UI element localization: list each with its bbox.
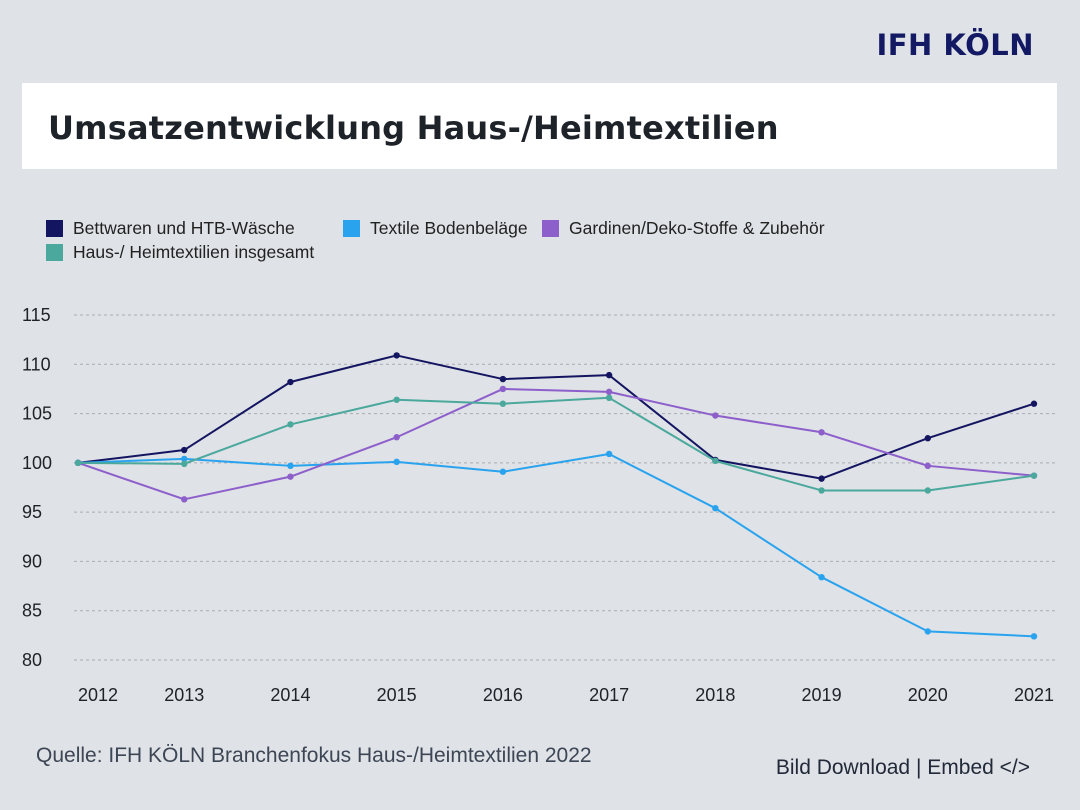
data-point (393, 434, 400, 441)
data-point (393, 396, 400, 403)
source-note: Quelle: IFH KÖLN Branchenfokus Haus-/Hei… (36, 744, 592, 767)
legend-item: Haus-/ Heimtextilien insgesamt (46, 242, 314, 263)
data-point (924, 435, 931, 442)
data-point (712, 505, 719, 512)
x-tick-label: 2019 (802, 685, 842, 705)
data-point (605, 394, 613, 401)
y-tick-label: 95 (22, 502, 42, 522)
data-point (181, 455, 188, 463)
x-tick-label: 2018 (695, 685, 735, 705)
data-point (393, 352, 400, 359)
data-point (1030, 472, 1038, 479)
data-point (499, 375, 507, 383)
legend-swatch (542, 220, 559, 237)
legend-label: Gardinen/Deko-Stoffe & Zubehör (569, 218, 825, 238)
data-point (181, 496, 188, 503)
y-tick-label: 85 (22, 601, 42, 621)
y-tick-label: 110 (22, 354, 51, 374)
data-point (712, 412, 719, 419)
x-tick-label: 2016 (483, 685, 523, 705)
data-point (818, 475, 825, 482)
series-line (77, 354, 1035, 480)
data-point (393, 458, 400, 466)
y-tick-label: 100 (22, 453, 52, 473)
page-title: Umsatzentwicklung Haus-/Heimtextilien (48, 109, 779, 147)
data-point (74, 459, 82, 467)
data-point (924, 487, 931, 494)
data-point (1030, 400, 1038, 407)
series-line (77, 396, 1035, 492)
footer-actions: Bild Download | Embed </> (776, 756, 1030, 780)
x-tick-label: 2015 (377, 685, 417, 705)
x-tick-label: 2013 (164, 685, 204, 705)
data-point (499, 385, 507, 393)
y-tick-label: 105 (22, 404, 52, 424)
data-point (818, 487, 825, 494)
x-tick-label: 2014 (270, 685, 310, 705)
data-point (605, 371, 613, 379)
data-point (287, 421, 294, 428)
data-point (605, 450, 613, 458)
legend-item: Textile Bodenbeläge (343, 218, 528, 239)
data-point (818, 429, 825, 436)
brand-logo: IFH KÖLN (876, 28, 1034, 62)
y-tick-label: 90 (22, 551, 42, 571)
data-point (712, 457, 719, 465)
separator: | (915, 756, 922, 779)
data-point (499, 468, 507, 475)
legend-item: Gardinen/Deko-Stoffe & Zubehör (542, 218, 825, 239)
data-point (287, 378, 294, 386)
data-point (287, 462, 294, 470)
data-point (1030, 633, 1038, 640)
data-point (181, 446, 188, 454)
y-tick-label: 80 (22, 650, 42, 670)
x-tick-label: 2021 (1014, 685, 1054, 705)
y-tick-label: 115 (22, 305, 51, 325)
embed-link[interactable]: Embed </> (927, 756, 1030, 779)
download-link[interactable]: Bild Download (775, 756, 911, 779)
series-line (77, 452, 1035, 638)
legend-label: Bettwaren und HTB-Wäsche (73, 218, 295, 238)
x-tick-label: 2012 (78, 685, 118, 705)
legend-swatch (46, 244, 63, 261)
title-panel: Umsatzentwicklung Haus-/Heimtextilien (22, 83, 1057, 169)
legend-label: Haus-/ Heimtextilien insgesamt (73, 242, 315, 262)
data-point (287, 473, 294, 480)
data-point (818, 574, 825, 581)
legend-label: Textile Bodenbeläge (370, 218, 528, 238)
data-point (924, 628, 931, 635)
x-tick-label: 2017 (589, 685, 629, 705)
data-point (924, 462, 931, 470)
series-line (77, 387, 1035, 501)
data-point (181, 460, 188, 468)
legend-swatch (343, 220, 360, 237)
data-point (499, 400, 507, 407)
x-tick-label: 2020 (908, 685, 948, 705)
legend-item: Bettwaren und HTB-Wäsche (46, 218, 295, 239)
legend-swatch (46, 220, 63, 237)
data-point (605, 388, 613, 396)
